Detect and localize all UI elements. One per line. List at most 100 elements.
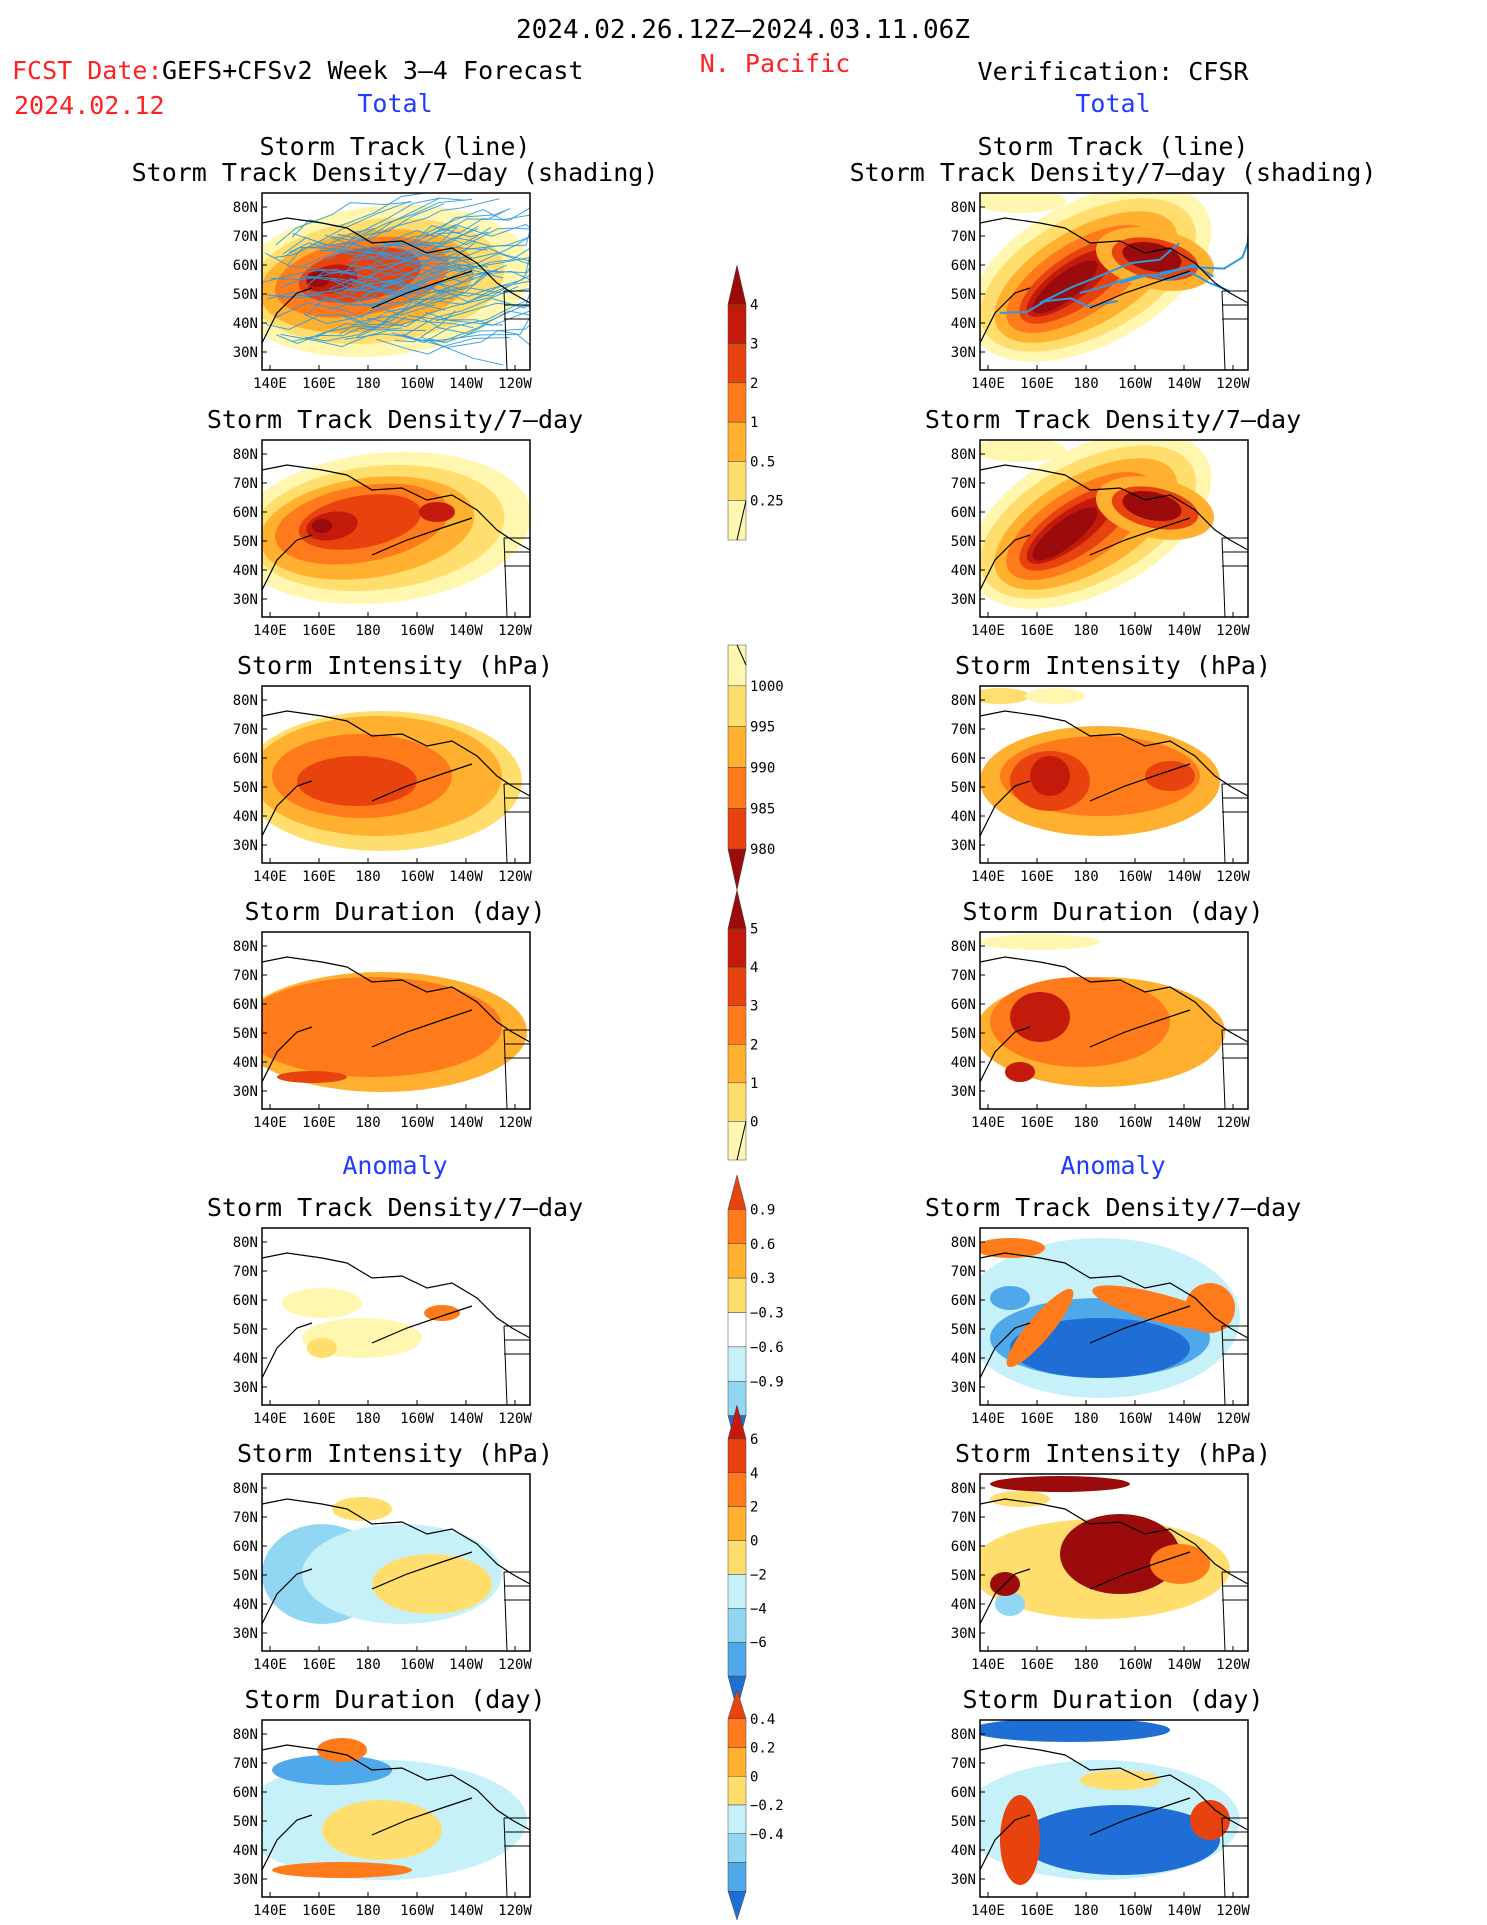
coastline: [980, 1252, 1248, 1339]
lon-tick-label: 120W: [1216, 1115, 1250, 1131]
storm-track-line: [427, 324, 530, 344]
lon-tick-label: 160E: [1020, 1903, 1054, 1919]
coastline-layer: [262, 956, 530, 1109]
aleutian-chain: [1089, 1009, 1191, 1048]
colorbar-edge: [736, 500, 747, 541]
colorbar-swatch: [727, 685, 747, 727]
storm-track-line: [403, 247, 530, 274]
lon-tick-label: 160W: [1118, 623, 1152, 639]
lon-tick-label: 160E: [302, 869, 336, 885]
storm-track-line: [400, 267, 530, 307]
shading-cell: [1025, 688, 1085, 704]
lon-tick-label: 160E: [1020, 623, 1054, 639]
lat-tick-label: 80N: [951, 939, 976, 955]
lat-tick-label: 40N: [951, 316, 976, 332]
shading-cell: [307, 1338, 337, 1358]
shading-cell: [1010, 1318, 1190, 1378]
lat-tick-label: 30N: [233, 838, 258, 854]
lat-tick-label: 30N: [951, 1380, 976, 1396]
map-frame: [979, 439, 1249, 618]
lon-tick-label: 140W: [1167, 1657, 1201, 1673]
aleutian-chain: [371, 1551, 473, 1590]
lat-tick-label: 40N: [951, 809, 976, 825]
storm-track-line: [407, 306, 530, 326]
storm-track-line: [274, 200, 411, 258]
coastline: [262, 464, 530, 551]
colorbar-label: 2: [750, 1037, 758, 1053]
left-anomaly-label: Anomaly: [342, 1151, 447, 1180]
coastline: [980, 710, 1248, 797]
lat-tick-label: 70N: [233, 1510, 258, 1526]
storm-track-line: [276, 316, 407, 344]
map-panel: 80N 70N 60N 50N 40N 30N 140E 160E 180 160W 140W 120…: [233, 1473, 532, 1673]
colorbar-label: 5: [750, 922, 758, 938]
storm-track-line: [344, 269, 498, 297]
coastline-layer: [980, 956, 1248, 1109]
lon-tick-label: 140E: [253, 623, 287, 639]
verification-title: Verification: CFSR: [978, 57, 1250, 86]
map-panel: 80N 70N 60N 50N 40N 30N 140E 160E 180 160W 140W 120…: [951, 931, 1250, 1131]
lon-tick-label: 140E: [971, 623, 1005, 639]
panel-title-density-anom-left: Storm Track Density/7–day: [207, 1193, 583, 1222]
colorbar-swatch: [727, 1277, 747, 1313]
colorbar-label: 2: [750, 1500, 758, 1516]
asia-coastline: [980, 534, 1031, 591]
state-border: [503, 783, 508, 863]
lon-tick-label: 140W: [1167, 1411, 1201, 1427]
colorbar-arrow: [727, 848, 747, 891]
storm-track-line: [270, 267, 420, 281]
storm-track-line: [343, 310, 456, 328]
colorbar-swatch: [727, 421, 747, 462]
colorbar-swatch: [727, 808, 747, 850]
panel-title-density-left: Storm Track Density/7–day: [207, 405, 583, 434]
colorbar-swatch: [727, 343, 747, 384]
lon-tick-label: 140E: [971, 1657, 1005, 1673]
colorbar-label: 0: [750, 1534, 758, 1550]
lat-tick-label: 50N: [233, 780, 258, 796]
colorbar-label: 990: [750, 761, 775, 777]
panel-title-duration-anom-right: Storm Duration (day): [962, 1685, 1263, 1714]
storm-track-line: [291, 232, 440, 260]
lat-tick-label: 70N: [233, 968, 258, 984]
colorbar-label: 2: [750, 376, 758, 392]
shading-cell: [1060, 1514, 1180, 1594]
lon-tick-label: 140E: [971, 1115, 1005, 1131]
colorbar-swatch: [727, 1540, 747, 1575]
lon-tick-label: 160W: [400, 1657, 434, 1673]
storm-track-line: [384, 285, 509, 313]
shading-cell: [372, 1554, 492, 1614]
storm-track-line: [262, 269, 379, 284]
lat-tick-label: 50N: [951, 780, 976, 796]
lat-tick-label: 40N: [951, 1597, 976, 1613]
colorbar-swatch: [727, 1574, 747, 1609]
shading-layer: [980, 934, 1225, 1087]
shading-cell: [272, 1862, 412, 1878]
lat-tick-label: 70N: [951, 1756, 976, 1772]
colorbar-label: 4: [750, 1466, 758, 1482]
lon-tick-label: 160E: [1020, 1657, 1054, 1673]
panel-title-intensity-anom-left: Storm Intensity (hPa): [237, 1439, 553, 1468]
state-border: [503, 1325, 508, 1405]
lat-tick-label: 80N: [951, 447, 976, 463]
lat-tick-label: 50N: [233, 1568, 258, 1584]
lat-tick-label: 50N: [233, 534, 258, 550]
lat-tick-label: 80N: [951, 1481, 976, 1497]
lon-tick-label: 180: [1073, 869, 1098, 885]
colorbar-swatch: [727, 382, 747, 423]
colorbar-swatch: [727, 1346, 747, 1382]
colorbar-swatch: [727, 1862, 747, 1892]
lat-tick-label: 60N: [951, 751, 976, 767]
storm-track-line: [332, 198, 473, 241]
colorbar-label: 0: [750, 1114, 758, 1130]
asia-coastline: [262, 1322, 313, 1379]
left-total-label: Total: [357, 89, 432, 118]
map-frame: [261, 192, 531, 371]
state-border: [1221, 290, 1226, 370]
shading-layer: [980, 193, 1248, 362]
lon-tick-label: 120W: [498, 1411, 532, 1427]
lat-tick-label: 30N: [233, 1380, 258, 1396]
colorbar-swatch: [727, 1082, 747, 1122]
lon-tick-label: 140W: [1167, 623, 1201, 639]
colorbar-arrow: [727, 1174, 747, 1210]
colorbar-label: 0.2: [750, 1741, 775, 1757]
